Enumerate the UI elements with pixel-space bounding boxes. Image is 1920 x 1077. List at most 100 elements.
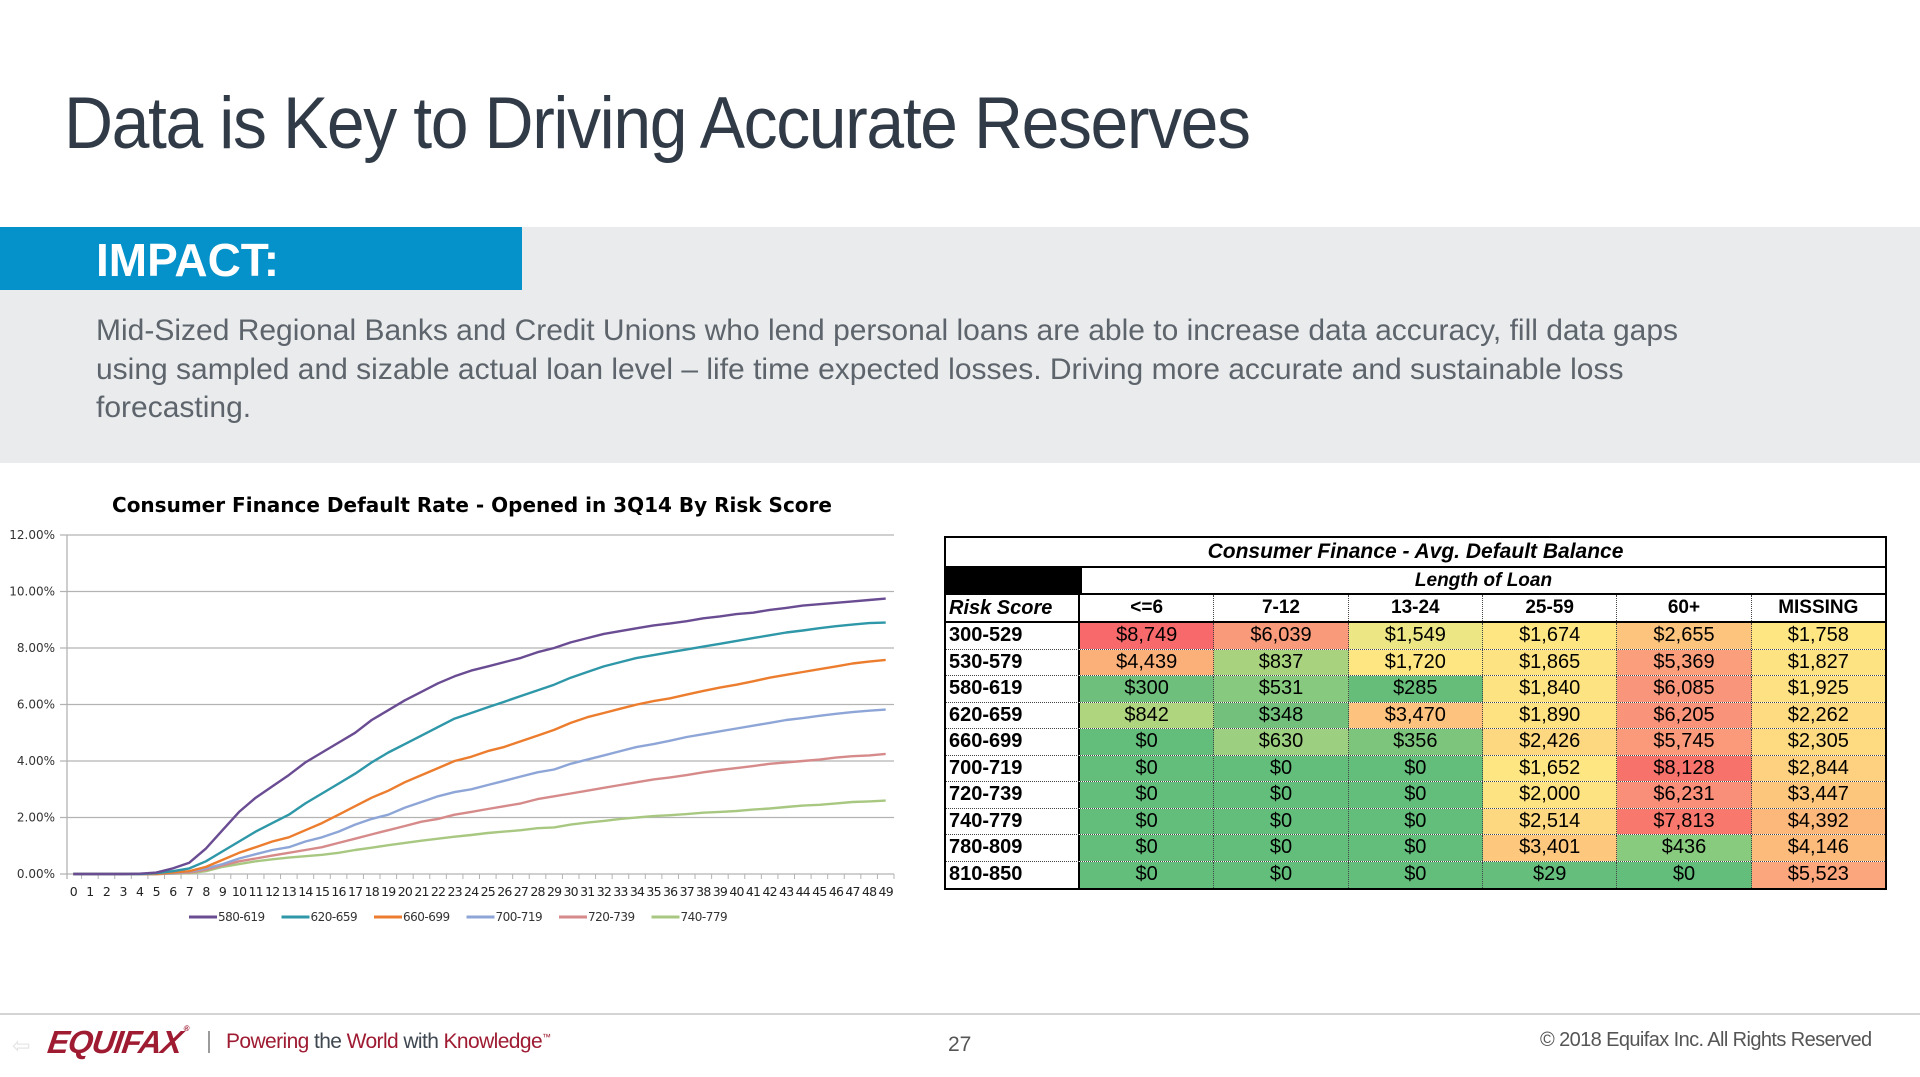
column-header: <=6	[1080, 595, 1215, 621]
table-row: 720-739 $0 $0 $0 $2,000 $6,231 $3,447	[946, 782, 1885, 809]
column-header-risk-score: Risk Score	[946, 595, 1080, 621]
x-tick-label: 21	[414, 884, 428, 899]
balance-cell: $1,674	[1482, 623, 1618, 649]
balance-cell: $7,813	[1617, 808, 1752, 834]
legend-label: 700-719	[496, 910, 543, 924]
balance-cell: $6,085	[1617, 676, 1752, 702]
column-header: 7-12	[1214, 595, 1349, 621]
legend-label: 660-699	[403, 910, 450, 924]
x-tick-label: 1	[86, 884, 93, 899]
x-tick-label: 6	[169, 884, 177, 899]
balance-cell: $1,865	[1482, 649, 1618, 675]
impact-line: forecasting.	[96, 391, 252, 424]
balance-cell: $2,305	[1751, 729, 1885, 755]
x-tick-label: 13	[282, 884, 296, 899]
x-tick-label: 9	[219, 884, 227, 899]
balance-cell: $2,655	[1617, 623, 1752, 649]
balance-cell: $0	[1080, 782, 1215, 808]
table-header-row: Risk Score <=6 7-12 13-24 25-59 60+ MISS…	[946, 595, 1885, 623]
x-axis-ticks: 0 1 2 3 4 5 6 7 8 9 10 11 12 13 14 15 16 17 18 19 20 21 22 23 24…	[70, 874, 895, 899]
balance-cell: $0	[1214, 861, 1349, 888]
risk-score-cell: 780-809	[946, 835, 1080, 861]
balance-cell: $2,262	[1751, 702, 1885, 728]
chart-legend: 580-619 620-659 660-699 700-719 720-739 740-7…	[189, 910, 728, 924]
x-tick-label: 0	[70, 884, 78, 899]
impact-line: using sampled and sizable actual loan le…	[96, 352, 1624, 386]
page-number: 27	[948, 1033, 972, 1056]
x-tick-label: 27	[514, 884, 528, 899]
x-tick-label: 40	[729, 884, 744, 899]
balance-cell: $0	[1348, 808, 1483, 834]
balance-cell: $0	[1214, 808, 1349, 834]
table-row: 810-850 $0 $0 $0 $29 $0 $5,523	[946, 861, 1885, 888]
legend-label: 720-739	[588, 910, 635, 924]
x-tick-label: 37	[680, 884, 694, 899]
x-tick-label: 8	[202, 884, 210, 899]
x-tick-label: 43	[779, 884, 793, 899]
table-subheader-row: Length of Loan	[946, 568, 1885, 595]
risk-score-cell: 620-659	[946, 702, 1080, 728]
risk-score-cell: 580-619	[946, 676, 1080, 702]
series-line-740-779	[73, 799, 886, 876]
balance-cell: $0	[1348, 861, 1483, 888]
default-balance-table: Consumer Finance - Avg. Default Balance …	[944, 536, 1887, 890]
balance-cell: $0	[1617, 861, 1752, 888]
x-tick-label: 44	[796, 884, 811, 899]
x-tick-label: 36	[663, 884, 678, 899]
risk-score-cell: 300-529	[946, 623, 1080, 649]
x-tick-label: 3	[119, 884, 126, 899]
balance-cell: $1,720	[1348, 649, 1483, 675]
x-tick-label: 17	[348, 884, 362, 899]
balance-cell: $0	[1080, 835, 1215, 861]
trademark: ™	[542, 1032, 551, 1042]
x-tick-label: 31	[580, 884, 594, 899]
balance-cell: $630	[1214, 729, 1349, 755]
balance-cell: $6,039	[1214, 623, 1349, 649]
balance-cell: $8,128	[1617, 755, 1752, 781]
x-tick-label: 24	[464, 884, 479, 899]
y-tick-label: 4.00%	[17, 754, 55, 768]
balance-cell: $5,745	[1617, 729, 1752, 755]
table-row: 660-699 $0 $630 $356 $2,426 $5,745 $2,305	[946, 729, 1885, 756]
x-tick-label: 38	[696, 884, 711, 899]
table-row: 740-779 $0 $0 $0 $2,514 $7,813 $4,392	[946, 808, 1885, 835]
x-tick-label: 39	[713, 884, 728, 899]
balance-cell: $5,369	[1617, 649, 1752, 675]
tagline-part: Knowledge	[443, 1030, 543, 1053]
risk-score-cell: 740-779	[946, 808, 1080, 834]
balance-cell: $0	[1214, 782, 1349, 808]
series-line-580-619	[73, 597, 886, 876]
table-row: 780-809 $0 $0 $0 $3,401 $436 $4,146	[946, 835, 1885, 862]
balance-cell: $300	[1080, 676, 1215, 702]
x-tick-label: 23	[447, 884, 461, 899]
balance-cell: $436	[1617, 835, 1752, 861]
footer-separator	[208, 1031, 210, 1053]
balance-cell: $3,401	[1482, 835, 1618, 861]
y-tick-label: 12.00%	[9, 528, 55, 542]
balance-cell: $0	[1080, 755, 1215, 781]
risk-score-cell: 810-850	[946, 861, 1080, 888]
x-tick-label: 41	[746, 884, 760, 899]
registered-mark: ®	[182, 1024, 189, 1033]
balance-cell: $3,470	[1348, 702, 1483, 728]
default-rate-chart: Consumer Finance Default Rate - Opened i…	[9, 493, 895, 924]
chart-gridlines	[60, 534, 894, 879]
x-tick-label: 46	[829, 884, 844, 899]
x-tick-label: 30	[564, 884, 579, 899]
back-arrow-icon[interactable]: ⇦	[12, 1033, 31, 1058]
column-header: 60+	[1617, 595, 1752, 621]
balance-cell: $837	[1214, 649, 1349, 675]
x-tick-label: 47	[845, 884, 859, 899]
table-row: 300-529 $8,749 $6,039 $1,549 $1,674 $2,655 $1,…	[946, 623, 1885, 650]
balance-cell: $3,447	[1751, 782, 1885, 808]
chart-series	[73, 597, 886, 876]
x-tick-label: 29	[547, 884, 562, 899]
balance-cell: $6,231	[1617, 782, 1752, 808]
x-tick-label: 15	[315, 884, 329, 899]
balance-cell: $285	[1348, 676, 1483, 702]
column-header: 25-59	[1483, 595, 1618, 621]
x-tick-label: 18	[365, 884, 380, 899]
copyright: © 2018 Equifax Inc. All Rights Reserved	[1540, 1029, 1872, 1051]
x-tick-label: 42	[762, 884, 776, 899]
balance-cell: $0	[1080, 729, 1215, 755]
